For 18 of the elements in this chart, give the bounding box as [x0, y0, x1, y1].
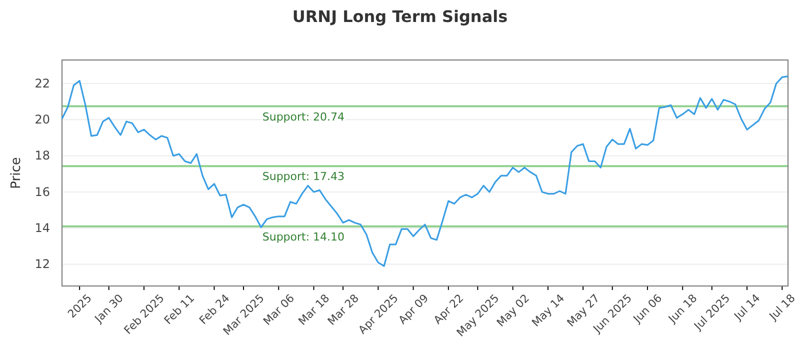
y-tick-label: 20	[34, 112, 50, 127]
ref-line-label: Support: 17.43	[262, 170, 345, 184]
ref-line-label: Support: 14.10	[262, 230, 345, 244]
chart-title: URNJ Long Term Signals	[292, 7, 508, 26]
y-tick-label: 22	[34, 76, 50, 90]
y-tick-label: 18	[34, 148, 50, 163]
ref-line-label: Support: 20.74	[262, 110, 345, 124]
y-tick-label: 16	[34, 184, 50, 199]
y-axis-title: Price	[9, 157, 24, 189]
x-tick-label: Apr 09	[396, 292, 432, 327]
x-tick-label: Jul 18	[766, 292, 798, 324]
line-series	[61, 75, 789, 267]
x-tick-label: Jul 14	[731, 292, 763, 324]
y-tick-label: 12	[34, 257, 50, 272]
x-tick-label: Feb 11	[162, 292, 198, 328]
y-tick-label: 14	[34, 220, 50, 235]
x-tick-label: Jan 30	[92, 292, 126, 326]
x-tick-label: Jun 06	[630, 292, 665, 326]
